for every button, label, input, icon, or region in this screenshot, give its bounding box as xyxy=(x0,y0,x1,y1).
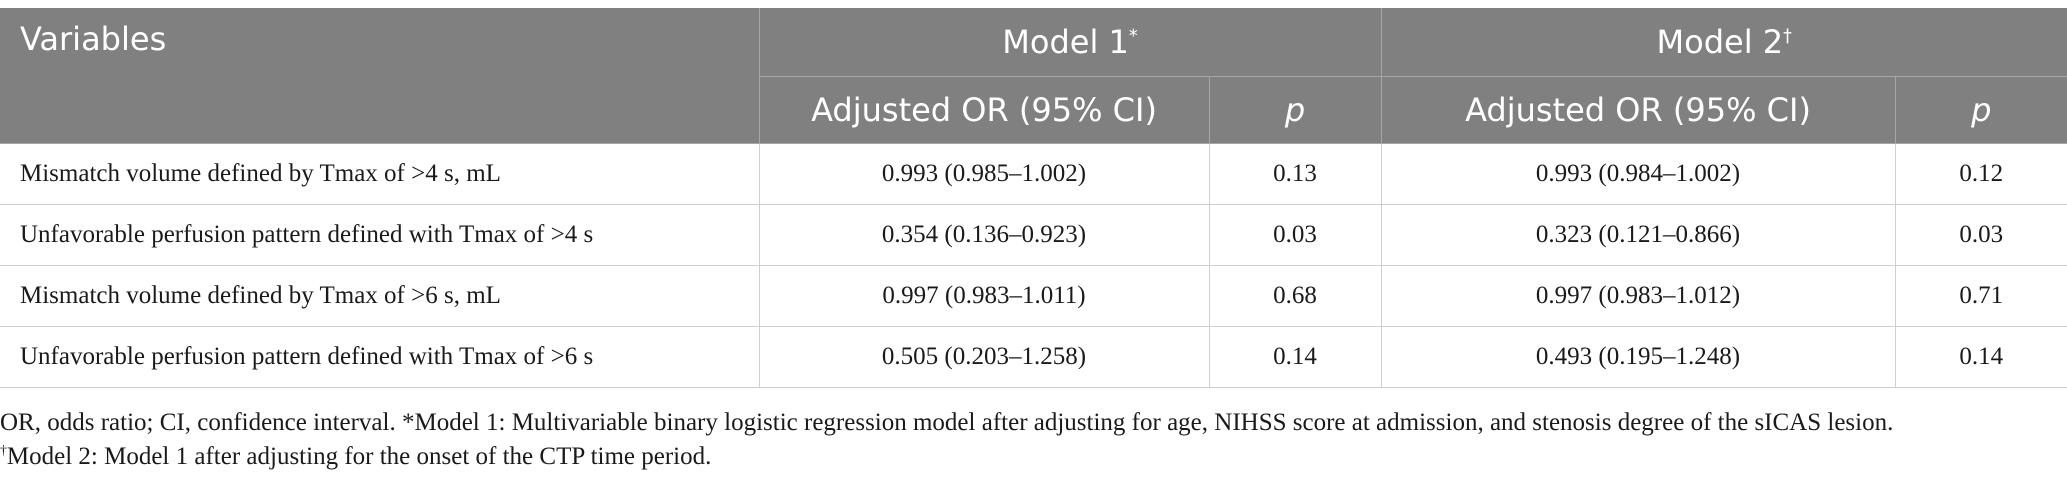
header-adjusted-or-model-2: Adjusted OR (95% CI) xyxy=(1380,76,1896,144)
or-model-1-cell: 0.993 (0.985–1.002) xyxy=(758,143,1210,205)
variable-cell: Mismatch volume defined by Tmax of >4 s,… xyxy=(0,143,760,205)
header-model-1: Model 1* xyxy=(758,8,1382,77)
or-model-2-cell: 0.993 (0.984–1.002) xyxy=(1380,143,1896,205)
p-model-2-cell: 0.03 xyxy=(1894,204,2067,266)
p-model-2-cell: 0.12 xyxy=(1894,143,2067,205)
table-header: Variables Model 1* Model 2† Adjusted OR … xyxy=(0,8,2067,144)
or-model-1-cell: 0.354 (0.136–0.923) xyxy=(758,204,1210,266)
footnote-line-2: †Model 2: Model 1 after adjusting for th… xyxy=(0,442,712,470)
header-model-2: Model 2† xyxy=(1380,8,2067,77)
p-model-1-cell: 0.03 xyxy=(1208,204,1382,266)
header-adjusted-or-model-1: Adjusted OR (95% CI) xyxy=(758,76,1210,144)
p-model-2-cell: 0.71 xyxy=(1894,265,2067,327)
regression-table: Variables Model 1* Model 2† Adjusted OR … xyxy=(0,8,2067,388)
header-p-model-2: p xyxy=(1894,76,2067,144)
p-model-2-cell: 0.14 xyxy=(1894,326,2067,388)
p-model-1-cell: 0.14 xyxy=(1208,326,1382,388)
table-row: Mismatch volume defined by Tmax of >4 s,… xyxy=(0,143,2067,205)
table-row: Unfavorable perfusion pattern defined wi… xyxy=(0,326,2067,388)
header-p-model-1: p xyxy=(1208,76,1382,144)
variable-cell: Unfavorable perfusion pattern defined wi… xyxy=(0,326,760,388)
or-model-2-cell: 0.493 (0.195–1.248) xyxy=(1380,326,1896,388)
or-model-1-cell: 0.505 (0.203–1.258) xyxy=(758,326,1210,388)
table-row: Unfavorable perfusion pattern defined wi… xyxy=(0,204,2067,266)
table-body: Mismatch volume defined by Tmax of >4 s,… xyxy=(0,143,2067,388)
variable-cell: Mismatch volume defined by Tmax of >6 s,… xyxy=(0,265,760,327)
p-model-1-cell: 0.13 xyxy=(1208,143,1382,205)
footnote-line-1: OR, odds ratio; CI, confidence interval.… xyxy=(0,409,1894,436)
p-model-1-cell: 0.68 xyxy=(1208,265,1382,327)
footnote-dagger: † xyxy=(0,442,7,458)
table-row: Mismatch volume defined by Tmax of >6 s,… xyxy=(0,265,2067,327)
variable-cell: Unfavorable perfusion pattern defined wi… xyxy=(0,204,760,266)
or-model-2-cell: 0.323 (0.121–0.866) xyxy=(1380,204,1896,266)
or-model-2-cell: 0.997 (0.983–1.012) xyxy=(1380,265,1896,327)
table-footnotes: OR, odds ratio; CI, confidence interval.… xyxy=(0,406,2067,474)
or-model-1-cell: 0.997 (0.983–1.011) xyxy=(758,265,1210,327)
header-variables: Variables xyxy=(0,8,760,144)
